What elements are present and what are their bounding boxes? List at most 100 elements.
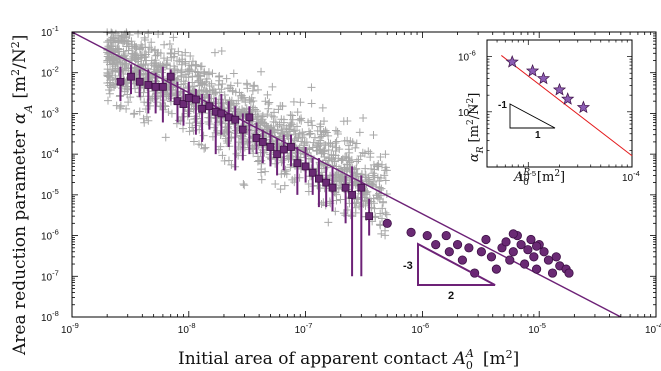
cloud-plus-marker	[257, 116, 266, 125]
cloud-plus-marker	[194, 76, 203, 85]
main-axes: 10-9 10-8 10-7 10-6 10-5 10-410-810-710-610-5…	[41, 24, 661, 336]
cloud-plus-marker	[289, 97, 298, 106]
cloud-plus-marker	[147, 38, 156, 47]
inset-background	[486, 39, 633, 168]
cloud-plus-marker	[139, 114, 148, 123]
cloud-plus-marker	[363, 187, 372, 196]
cloud-plus-marker	[134, 29, 143, 38]
star-marker	[576, 100, 591, 114]
cloud-plus-marker	[241, 98, 250, 107]
errorbar-point	[245, 106, 254, 155]
cloud-plus-marker	[217, 85, 226, 94]
cloud-plus-marker	[313, 147, 322, 156]
circle-marker	[481, 234, 491, 245]
cloud-plus-marker	[153, 50, 162, 59]
circle-marker	[491, 264, 501, 274]
cloud-plus-marker	[288, 111, 297, 120]
cloud-plus-marker	[124, 37, 133, 46]
cloud-plus-marker	[116, 58, 125, 67]
cloud-plus-marker	[339, 117, 348, 126]
inset-slope-triangle: -1 1	[498, 100, 556, 141]
inset-y-tick-label: 10-7	[458, 104, 476, 119]
cloud-plus-marker	[368, 180, 377, 189]
cloud-plus-marker	[265, 98, 274, 107]
cloud-plus-marker	[147, 45, 156, 54]
inset-y-tick-label: 10-6	[458, 49, 476, 64]
errorbar-point	[191, 88, 200, 135]
cloud-plus-marker	[121, 66, 130, 75]
cloud-plus-marker	[281, 167, 290, 176]
cloud-plus-marker	[218, 151, 227, 160]
inset-triangle-vertical-label: -1	[498, 100, 507, 111]
circle-marker	[523, 245, 533, 255]
inset-data-series	[505, 55, 591, 114]
cloud-plus-marker	[318, 103, 327, 112]
inset-triangle-shape	[509, 103, 556, 129]
cloud-plus-marker	[154, 63, 163, 72]
cloud-plus-marker	[159, 54, 168, 63]
circle-marker	[564, 268, 574, 278]
square-marker	[238, 125, 247, 134]
cloud-plus-marker	[122, 104, 131, 113]
cloud-plus-marker	[174, 47, 183, 56]
cloud-plus-marker	[269, 108, 278, 117]
square-marker	[322, 178, 331, 187]
cloud-plus-marker	[177, 67, 186, 76]
cloud-plus-marker	[226, 81, 235, 90]
circle-marker	[444, 247, 454, 257]
cloud-plus-marker	[268, 82, 277, 91]
cloud-plus-marker	[154, 30, 163, 39]
square-marker	[217, 109, 226, 118]
errorbar-point	[205, 94, 214, 130]
cloud-plus-marker	[116, 102, 125, 111]
cloud-plus-marker	[106, 73, 115, 82]
x-tick-label: 10-8	[178, 321, 196, 336]
main-data-series	[116, 64, 574, 278]
cloud-plus-marker	[216, 142, 225, 151]
cloud-plus-marker	[105, 89, 114, 98]
cloud-plus-marker	[208, 69, 217, 78]
cloud-plus-marker	[164, 107, 173, 116]
errorbar-point	[348, 166, 356, 277]
cloud-plus-marker	[249, 96, 258, 105]
cloud-plus-marker	[280, 181, 289, 190]
cloud-plus-marker	[139, 59, 148, 68]
circle-marker	[382, 218, 392, 228]
y-tick-label: 10-6	[41, 228, 59, 243]
cloud-plus-marker	[363, 177, 372, 186]
cloud-plus-marker	[352, 170, 361, 179]
cloud-plus-marker	[141, 43, 150, 52]
cloud-plus-marker	[287, 120, 296, 129]
cloud-plus-marker	[196, 62, 205, 71]
cloud-plus-marker	[106, 35, 115, 44]
cloud-plus-marker	[331, 151, 340, 160]
square-marker	[231, 115, 240, 124]
cloud-plus-marker	[253, 107, 262, 116]
cloud-plus-marker	[377, 214, 386, 223]
circle-marker	[531, 241, 542, 251]
cloud-plus-marker	[382, 210, 391, 219]
cloud-plus-marker	[305, 130, 314, 139]
cloud-plus-marker	[378, 197, 387, 206]
cloud-plus-marker	[210, 48, 219, 57]
cloud-plus-marker	[199, 131, 208, 140]
cloud-plus-marker	[280, 169, 289, 178]
cloud-plus-marker	[325, 153, 334, 162]
cloud-plus-marker	[370, 173, 379, 182]
cloud-plus-marker	[109, 55, 118, 64]
cloud-plus-marker	[269, 117, 278, 126]
inset-plot: -1 1 10-5 10-410-710-6 αR[m2/N2] AR 0 [m2]	[458, 39, 640, 188]
cloud-plus-marker	[320, 147, 329, 156]
circle-marker	[406, 227, 416, 237]
cloud-plus-marker	[297, 137, 306, 146]
cloud-plus-marker	[205, 86, 214, 95]
inset-y-unit-mid: /N	[467, 104, 482, 120]
main-x-unit-end: ]	[513, 349, 520, 369]
star-marker	[536, 71, 551, 85]
cloud-plus-marker	[261, 97, 270, 106]
cloud-plus-marker	[369, 131, 378, 140]
cloud-plus-marker	[246, 105, 255, 114]
cloud-plus-marker	[144, 116, 153, 125]
cloud-plus-marker	[253, 85, 262, 94]
